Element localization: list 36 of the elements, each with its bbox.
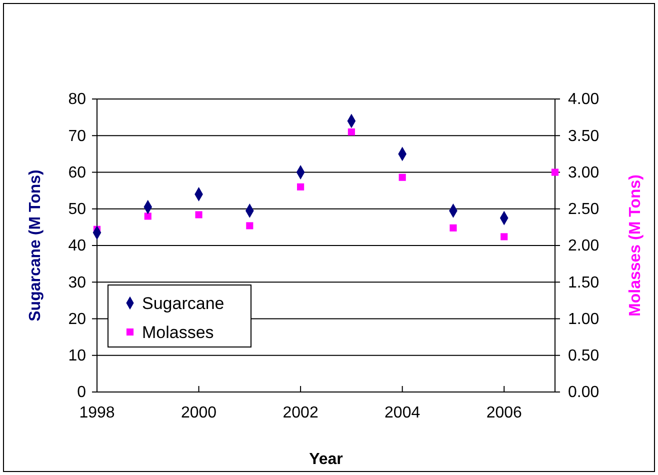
y-tick-label: 10 xyxy=(68,347,86,364)
y-tick-label: 70 xyxy=(68,128,86,145)
point xyxy=(450,224,457,232)
y-tick-label: 30 xyxy=(68,274,86,292)
point xyxy=(144,212,152,220)
y-tick-label: 60 xyxy=(68,164,86,182)
point xyxy=(500,233,508,240)
x-tick-label: 2004 xyxy=(384,404,420,422)
y2-tick-label: 0.00 xyxy=(568,384,600,402)
point xyxy=(348,128,355,136)
y2-axis-title: Molasses (M Tons) xyxy=(627,174,644,316)
y2-tick-label: 3.50 xyxy=(568,128,600,145)
y-tick-label: 0 xyxy=(77,384,86,402)
legend-label: Sugarcane xyxy=(142,294,224,313)
point xyxy=(246,222,254,230)
y2-tick-label: 2.00 xyxy=(568,238,600,255)
x-axis-title: Year xyxy=(309,451,343,468)
point xyxy=(398,174,406,181)
y-tick-label: 80 xyxy=(68,91,86,108)
point xyxy=(195,211,202,218)
y-axis-title: Sugarcane (M Tons) xyxy=(27,170,44,322)
x-tick-label: 2000 xyxy=(180,404,217,422)
y2-tick-label: 1.50 xyxy=(568,274,600,292)
x-tick-label: 2006 xyxy=(486,404,522,422)
y-tick-label: 40 xyxy=(68,238,86,255)
y-tick-label: 50 xyxy=(68,200,86,218)
y2-tick-label: 4.00 xyxy=(568,91,600,108)
y2-tick-label: 1.00 xyxy=(568,310,600,328)
x-tick-label: 1998 xyxy=(79,404,115,422)
point xyxy=(297,183,304,190)
y-tick-label: 20 xyxy=(68,310,86,328)
y2-tick-label: 0.50 xyxy=(568,347,600,364)
y2-tick-label: 2.50 xyxy=(568,200,600,218)
x-tick-label: 2002 xyxy=(282,404,318,422)
legend-label: Molasses xyxy=(142,323,214,342)
y2-tick-label: 3.00 xyxy=(568,164,600,182)
